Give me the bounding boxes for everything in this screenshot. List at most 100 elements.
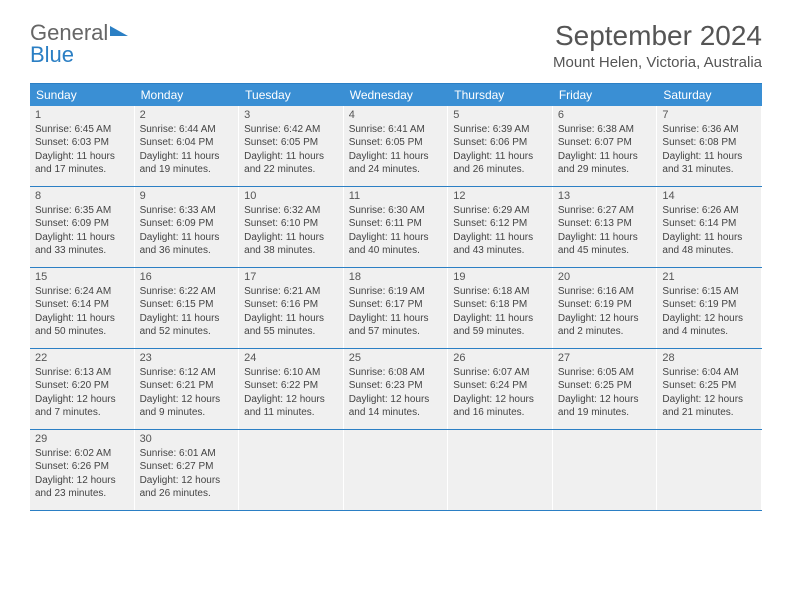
sunrise-text: Sunrise: 6:04 AM xyxy=(662,367,756,380)
day-number: 1 xyxy=(35,109,129,123)
sunset-text: Sunset: 6:03 PM xyxy=(35,137,129,150)
sunset-text: Sunset: 6:13 PM xyxy=(558,218,652,231)
day-cell: 2Sunrise: 6:44 AMSunset: 6:04 PMDaylight… xyxy=(135,106,240,186)
day-number: 26 xyxy=(453,352,547,366)
day-cell: 25Sunrise: 6:08 AMSunset: 6:23 PMDayligh… xyxy=(344,349,449,429)
day-number: 23 xyxy=(140,352,234,366)
day-cell: 29Sunrise: 6:02 AMSunset: 6:26 PMDayligh… xyxy=(30,430,135,510)
sunset-text: Sunset: 6:06 PM xyxy=(453,137,547,150)
day-cell: 28Sunrise: 6:04 AMSunset: 6:25 PMDayligh… xyxy=(657,349,762,429)
sunset-text: Sunset: 6:16 PM xyxy=(244,299,338,312)
daylight-text: Daylight: 11 hours xyxy=(558,151,652,164)
sunset-text: Sunset: 6:22 PM xyxy=(244,380,338,393)
day-number: 18 xyxy=(349,271,443,285)
sunset-text: Sunset: 6:14 PM xyxy=(662,218,756,231)
daylight-text: Daylight: 12 hours xyxy=(349,394,443,407)
day-cell: 1Sunrise: 6:45 AMSunset: 6:03 PMDaylight… xyxy=(30,106,135,186)
daylight-text: Daylight: 11 hours xyxy=(349,313,443,326)
header: General September 2024 Mount Helen, Vict… xyxy=(30,20,762,71)
location: Mount Helen, Victoria, Australia xyxy=(553,54,762,71)
daylight-text: Daylight: 11 hours xyxy=(662,151,756,164)
daylight-text: Daylight: 11 hours xyxy=(140,232,234,245)
daylight-text: and 55 minutes. xyxy=(244,326,338,339)
day-number: 11 xyxy=(349,190,443,204)
day-cell: 4Sunrise: 6:41 AMSunset: 6:05 PMDaylight… xyxy=(344,106,449,186)
title-block: September 2024 Mount Helen, Victoria, Au… xyxy=(553,20,762,71)
sunrise-text: Sunrise: 6:35 AM xyxy=(35,205,129,218)
daylight-text: Daylight: 12 hours xyxy=(662,394,756,407)
daylight-text: Daylight: 12 hours xyxy=(558,394,652,407)
daylight-text: Daylight: 11 hours xyxy=(244,313,338,326)
sunset-text: Sunset: 6:12 PM xyxy=(453,218,547,231)
day-cell: 9Sunrise: 6:33 AMSunset: 6:09 PMDaylight… xyxy=(135,187,240,267)
day-cell: 23Sunrise: 6:12 AMSunset: 6:21 PMDayligh… xyxy=(135,349,240,429)
day-number: 17 xyxy=(244,271,338,285)
daylight-text: and 59 minutes. xyxy=(453,326,547,339)
daylight-text: and 50 minutes. xyxy=(35,326,129,339)
day-header: Tuesday xyxy=(239,84,344,106)
sunrise-text: Sunrise: 6:39 AM xyxy=(453,124,547,137)
daylight-text: and 29 minutes. xyxy=(558,164,652,177)
daylight-text: Daylight: 11 hours xyxy=(349,232,443,245)
daylight-text: and 43 minutes. xyxy=(453,245,547,258)
sunrise-text: Sunrise: 6:45 AM xyxy=(35,124,129,137)
sunrise-text: Sunrise: 6:15 AM xyxy=(662,286,756,299)
day-number: 15 xyxy=(35,271,129,285)
daylight-text: Daylight: 12 hours xyxy=(140,394,234,407)
day-cell: 17Sunrise: 6:21 AMSunset: 6:16 PMDayligh… xyxy=(239,268,344,348)
logo-text-blue: Blue xyxy=(30,42,74,68)
day-number: 12 xyxy=(453,190,547,204)
day-number: 6 xyxy=(558,109,652,123)
daylight-text: and 45 minutes. xyxy=(558,245,652,258)
sunset-text: Sunset: 6:05 PM xyxy=(244,137,338,150)
day-header: Thursday xyxy=(448,84,553,106)
day-cell: 16Sunrise: 6:22 AMSunset: 6:15 PMDayligh… xyxy=(135,268,240,348)
daylight-text: Daylight: 12 hours xyxy=(558,313,652,326)
daylight-text: and 16 minutes. xyxy=(453,407,547,420)
day-number: 27 xyxy=(558,352,652,366)
day-cell: 6Sunrise: 6:38 AMSunset: 6:07 PMDaylight… xyxy=(553,106,658,186)
sunset-text: Sunset: 6:15 PM xyxy=(140,299,234,312)
sunset-text: Sunset: 6:07 PM xyxy=(558,137,652,150)
sunrise-text: Sunrise: 6:08 AM xyxy=(349,367,443,380)
day-header: Friday xyxy=(553,84,658,106)
day-number: 24 xyxy=(244,352,338,366)
empty-cell xyxy=(553,430,658,510)
daylight-text: Daylight: 11 hours xyxy=(244,151,338,164)
sunset-text: Sunset: 6:08 PM xyxy=(662,137,756,150)
day-cell: 5Sunrise: 6:39 AMSunset: 6:06 PMDaylight… xyxy=(448,106,553,186)
sunset-text: Sunset: 6:25 PM xyxy=(662,380,756,393)
sunrise-text: Sunrise: 6:02 AM xyxy=(35,448,129,461)
daylight-text: Daylight: 11 hours xyxy=(558,232,652,245)
daylight-text: and 33 minutes. xyxy=(35,245,129,258)
day-cell: 27Sunrise: 6:05 AMSunset: 6:25 PMDayligh… xyxy=(553,349,658,429)
daylight-text: Daylight: 12 hours xyxy=(35,475,129,488)
day-cell: 20Sunrise: 6:16 AMSunset: 6:19 PMDayligh… xyxy=(553,268,658,348)
sunrise-text: Sunrise: 6:30 AM xyxy=(349,205,443,218)
day-number: 16 xyxy=(140,271,234,285)
day-number: 10 xyxy=(244,190,338,204)
day-number: 25 xyxy=(349,352,443,366)
sunset-text: Sunset: 6:14 PM xyxy=(35,299,129,312)
daylight-text: and 9 minutes. xyxy=(140,407,234,420)
sunrise-text: Sunrise: 6:26 AM xyxy=(662,205,756,218)
daylight-text: Daylight: 12 hours xyxy=(35,394,129,407)
day-cell: 3Sunrise: 6:42 AMSunset: 6:05 PMDaylight… xyxy=(239,106,344,186)
sunset-text: Sunset: 6:24 PM xyxy=(453,380,547,393)
day-number: 13 xyxy=(558,190,652,204)
daylight-text: Daylight: 11 hours xyxy=(140,151,234,164)
day-cell: 30Sunrise: 6:01 AMSunset: 6:27 PMDayligh… xyxy=(135,430,240,510)
day-cell: 22Sunrise: 6:13 AMSunset: 6:20 PMDayligh… xyxy=(30,349,135,429)
daylight-text: and 40 minutes. xyxy=(349,245,443,258)
logo-triangle-icon xyxy=(110,26,128,36)
sunset-text: Sunset: 6:10 PM xyxy=(244,218,338,231)
sunrise-text: Sunrise: 6:32 AM xyxy=(244,205,338,218)
week-row: 15Sunrise: 6:24 AMSunset: 6:14 PMDayligh… xyxy=(30,268,762,349)
sunrise-text: Sunrise: 6:33 AM xyxy=(140,205,234,218)
daylight-text: Daylight: 11 hours xyxy=(35,151,129,164)
sunset-text: Sunset: 6:11 PM xyxy=(349,218,443,231)
sunset-text: Sunset: 6:09 PM xyxy=(140,218,234,231)
day-number: 22 xyxy=(35,352,129,366)
sunrise-text: Sunrise: 6:36 AM xyxy=(662,124,756,137)
daylight-text: and 17 minutes. xyxy=(35,164,129,177)
